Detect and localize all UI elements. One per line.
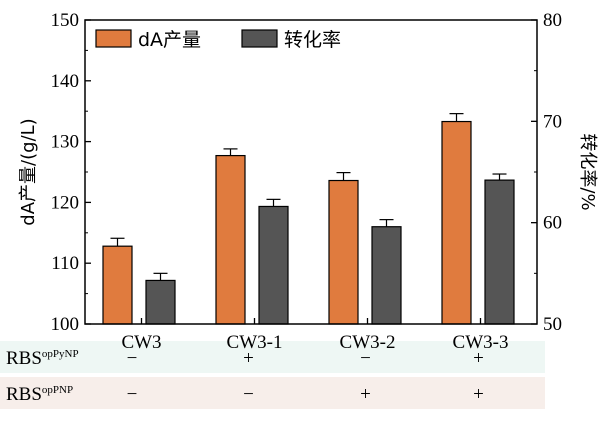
- x-tick-label: CW3-3: [453, 332, 509, 353]
- bar-conversion-cw3: [145, 279, 176, 325]
- x-tick-label: CW3: [121, 332, 161, 353]
- condition-value: −: [360, 348, 371, 369]
- condition-value: +: [473, 348, 484, 369]
- y2-tick-label: 60: [543, 213, 562, 234]
- condition-value: −: [127, 384, 138, 405]
- condition-label: RBSopPNP: [6, 384, 73, 405]
- condition-row-bg: [0, 341, 545, 373]
- y2-tick-label: 50: [543, 314, 562, 335]
- bar-conversion-cw3-3: [484, 179, 515, 325]
- y-axis-title: dA产量/(g/L): [18, 118, 39, 225]
- condition-value: +: [473, 384, 484, 405]
- y-tick-label: 120: [51, 192, 80, 213]
- condition-value: −: [243, 384, 254, 405]
- x-tick-label: CW3-2: [340, 332, 396, 353]
- condition-value: −: [127, 348, 138, 369]
- y2-tick-label: 80: [543, 10, 562, 31]
- bar-conversion-cw3-1: [258, 205, 289, 325]
- legend-label: 转化率: [284, 29, 341, 51]
- y-tick-label: 110: [51, 253, 79, 274]
- y-tick-label: 100: [51, 314, 80, 335]
- y2-tick-label: 70: [543, 111, 562, 132]
- bar-yield-cw3-2: [328, 179, 359, 325]
- condition-value: +: [360, 384, 371, 405]
- y-tick-label: 130: [51, 132, 80, 153]
- x-tick-label: CW3-1: [227, 332, 283, 353]
- bar-yield-cw3-3: [441, 120, 472, 325]
- legend-swatch: [241, 29, 278, 48]
- legend-label: dA产量: [138, 29, 201, 51]
- y-tick-label: 150: [51, 10, 80, 31]
- legend-swatch: [95, 29, 132, 48]
- bar-conversion-cw3-2: [371, 226, 402, 325]
- y-tick-label: 140: [51, 71, 80, 92]
- condition-row-bg: [0, 377, 545, 409]
- y2-axis-title: 转化率/%: [577, 133, 598, 210]
- bar-yield-cw3-1: [215, 154, 246, 325]
- condition-value: +: [243, 348, 254, 369]
- condition-label: RBSopPyNP: [6, 348, 79, 369]
- bar-yield-cw3: [102, 245, 133, 325]
